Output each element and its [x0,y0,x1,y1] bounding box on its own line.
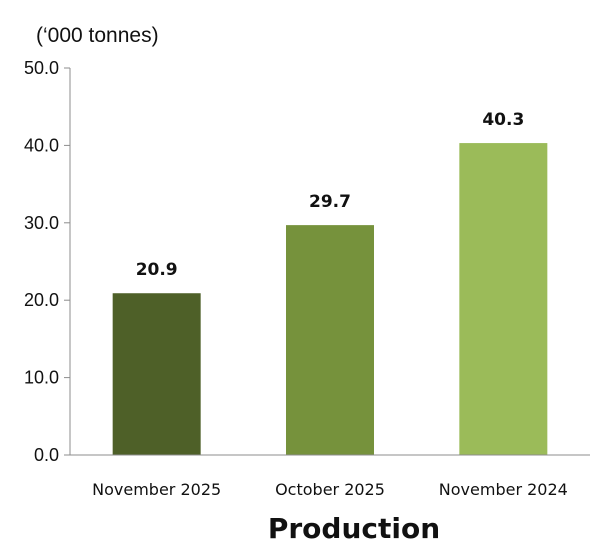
x-axis: November 2025 October 2025 November 2024 [70,454,590,499]
data-label: 29.7 [309,192,351,212]
y-tick-label: 10.0 [24,368,59,388]
y-tick-label: 20.0 [24,290,59,310]
bar [286,225,374,455]
y-tick-label: 30.0 [24,213,59,233]
bar [112,293,201,455]
x-category-label: November 2025 [92,480,221,499]
y-tick-label: 50.0 [24,58,59,78]
chart-title: Production [268,512,440,542]
y-axis: 0.0 10.0 20.0 30.0 40.0 50.0 [24,58,71,465]
unit-label: (‘000 tonnes) [36,24,159,47]
x-category-label: November 2024 [439,480,568,499]
bar [459,143,548,455]
y-tick-label: 40.0 [24,135,59,155]
y-tick-label: 0.0 [34,445,59,465]
x-category-label: October 2025 [275,480,385,499]
bars: 20.9 29.7 40.3 [112,110,548,455]
data-label: 40.3 [482,110,524,130]
data-label: 20.9 [136,260,178,280]
